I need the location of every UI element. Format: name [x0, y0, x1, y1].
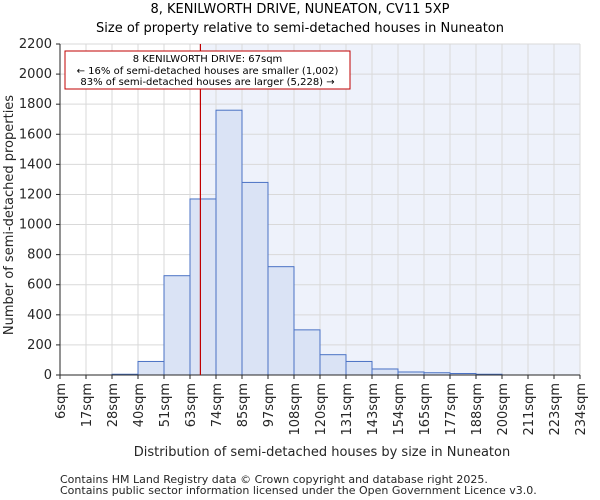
y-tick-label: 1600: [19, 127, 52, 142]
x-tick-label: 85sqm: [236, 383, 251, 427]
x-tick-label: 234sqm: [574, 383, 589, 436]
annotation-larger: 83% of semi-detached houses are larger (…: [80, 77, 334, 88]
y-tick-label: 2000: [19, 67, 52, 82]
y-tick-label: 400: [27, 308, 52, 323]
x-tick-label: 74sqm: [210, 383, 225, 427]
x-tick-label: 223sqm: [548, 383, 563, 436]
y-tick-label: 800: [27, 248, 52, 263]
x-tick-label: 154sqm: [392, 383, 407, 436]
y-tick-label: 600: [27, 278, 52, 293]
footer-line-1: Contains HM Land Registry data © Crown c…: [60, 473, 488, 486]
y-tick-label: 1400: [19, 157, 52, 172]
bar: [293, 329, 321, 376]
x-tick-label: 131sqm: [340, 383, 355, 436]
chart-title: 8, KENILWORTH DRIVE, NUNEATON, CV11 5XP: [150, 2, 449, 17]
y-tick-label: 1800: [19, 97, 52, 112]
bar: [137, 360, 165, 376]
bar: [267, 266, 295, 376]
y-tick-label: 1200: [19, 187, 52, 202]
annotation-title: 8 KENILWORTH DRIVE: 67sqm: [133, 54, 283, 65]
x-tick-label: 165sqm: [418, 383, 433, 436]
y-tick-label: 0: [44, 368, 52, 383]
x-tick-label: 177sqm: [444, 383, 459, 436]
x-tick-label: 28sqm: [106, 383, 121, 427]
x-tick-label: 108sqm: [288, 383, 303, 436]
y-tick-label: 2200: [19, 37, 52, 52]
y-tick-label: 200: [27, 338, 52, 353]
annotation-box: [64, 50, 351, 90]
y-axis-label: Number of semi-detached properties: [2, 95, 17, 335]
bar: [345, 360, 373, 376]
x-tick-label: 6sqm: [54, 383, 69, 419]
x-tick-label: 143sqm: [366, 383, 381, 436]
plot-area: 0 200 400 600 800 1000 1200 1400 1600 1800 2000 220…: [19, 37, 589, 436]
bar: [371, 368, 399, 376]
y-tick-label: 1000: [19, 218, 52, 233]
x-tick-label: 120sqm: [314, 383, 329, 436]
x-tick-label: 63sqm: [184, 383, 199, 427]
x-tick-label: 188sqm: [470, 383, 485, 436]
x-tick-label: 200sqm: [496, 383, 511, 436]
x-tick-label: 17sqm: [80, 383, 95, 427]
annotation-smaller: ← 16% of semi-detached houses are smalle…: [77, 66, 339, 77]
bar: [241, 181, 269, 376]
bar: [319, 354, 347, 376]
x-tick-label: 40sqm: [132, 383, 147, 427]
bar: [163, 275, 191, 376]
x-tick-label: 51sqm: [158, 383, 173, 427]
bar: [215, 109, 243, 376]
x-axis-label: Distribution of semi-detached houses by …: [134, 445, 510, 460]
x-tick-label: 97sqm: [262, 383, 277, 427]
bar: [189, 198, 217, 376]
chart-subtitle: Size of property relative to semi-detach…: [96, 21, 504, 36]
footer-line-2: Contains public sector information licen…: [60, 484, 537, 497]
x-tick-label: 211sqm: [522, 383, 537, 436]
